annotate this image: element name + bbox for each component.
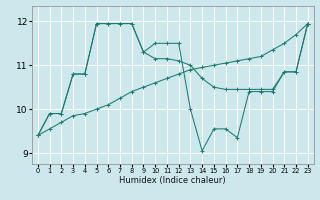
X-axis label: Humidex (Indice chaleur): Humidex (Indice chaleur) xyxy=(119,176,226,185)
